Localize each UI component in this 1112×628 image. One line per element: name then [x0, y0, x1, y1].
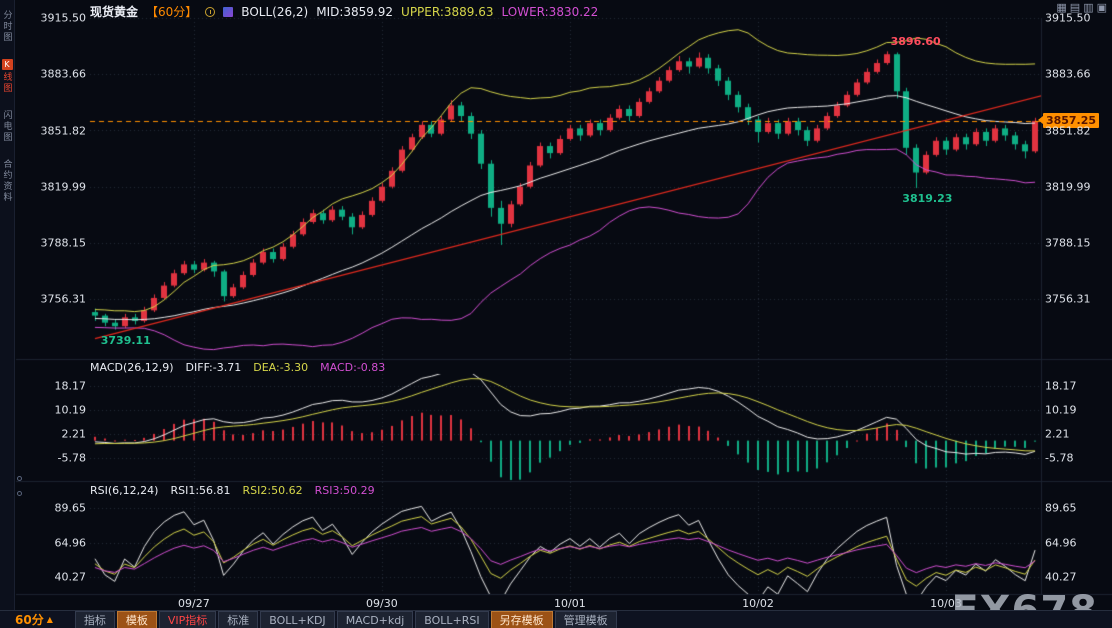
- bottom-toolbar: 60分 ▲ 指标 模板 VIP指标 标准 BOLL+KDJ MACD+kdj BOLL+RS…: [0, 610, 1112, 628]
- rsi2-value: RSI2:50.62: [242, 484, 303, 497]
- window-layout-controls: ▦ ▤ ▥ ▣: [1056, 1, 1107, 15]
- x-axis-date-label: 10/03: [930, 597, 962, 610]
- kline-badge-icon: K: [1, 59, 13, 70]
- rsi3-value: RSI3:50.29: [314, 484, 375, 497]
- layout-split-top-icon[interactable]: ▤: [1069, 1, 1081, 14]
- macd-axis-left-label: -5.78: [57, 451, 86, 465]
- price-axis-right-label: 3819.99: [1045, 180, 1091, 194]
- toolbar-tab-4[interactable]: 标准: [218, 611, 259, 628]
- boll-indicator-icon: [223, 6, 234, 17]
- price-axis-left-label: 3819.99: [40, 180, 87, 194]
- sidebar-tab-1[interactable]: 分时图: [1, 10, 14, 43]
- price-annotation: 3896.60: [890, 35, 941, 49]
- macd-diff-value: DIFF:-3.71: [185, 361, 242, 374]
- macd-axis-right-label: -5.78: [1045, 451, 1074, 465]
- price-axis-right-label: 3788.15: [1045, 236, 1091, 250]
- price-axis-right-label: 3756.31: [1045, 292, 1091, 306]
- clock-icon: [205, 6, 216, 17]
- toolbar-tabs: 指标 模板 VIP指标 标准 BOLL+KDJ MACD+kdj BOLL+RSI 另存模板管…: [74, 611, 619, 628]
- boll-lower-value: LOWER:3830.22: [501, 4, 599, 19]
- toolbar-tab-5[interactable]: BOLL+KDJ: [260, 611, 335, 628]
- rsi-axis-right-label: 40.27: [1045, 570, 1077, 584]
- price-annotation: 3739.11: [100, 333, 151, 347]
- price-axis-left-label: 3883.66: [40, 67, 87, 81]
- rsi-axis-left-label: 64.96: [54, 536, 87, 550]
- macd-axis-right-label: 10.19: [1045, 403, 1077, 417]
- rsi-name: RSI(6,12,24): [90, 484, 159, 497]
- toolbar-tab-6[interactable]: MACD+kdj: [336, 611, 414, 628]
- price-axis-left-label: 3915.50: [40, 11, 87, 25]
- symbol-name: 现货黄金: [90, 5, 139, 19]
- macd-axis-left-label: 10.19: [54, 403, 87, 417]
- sidebar-tab-3[interactable]: 闪电图: [1, 110, 14, 143]
- toolbar-tab-3[interactable]: VIP指标: [158, 611, 217, 628]
- price-axis-left-label: 3756.31: [40, 292, 87, 306]
- macd-macd-value: MACD:-0.83: [320, 361, 386, 374]
- x-axis-date-label: 09/27: [178, 597, 210, 610]
- sidebar-tab-label: 分时图: [1, 10, 12, 43]
- price-axis-right-label: 3883.66: [1045, 67, 1091, 81]
- macd-axis-left-label: 2.21: [61, 427, 87, 441]
- chart-header: 现货黄金 【60分】 BOLL(26,2) MID:3859.92 UPPER:…: [90, 3, 598, 20]
- boll-mid-value: MID:3859.92: [316, 4, 394, 19]
- rsi1-value: RSI1:56.81: [170, 484, 231, 497]
- rsi-axis-right-label: 64.96: [1045, 536, 1077, 550]
- toolbar-tab-7[interactable]: BOLL+RSI: [415, 611, 489, 628]
- x-axis-date-label: 09/30: [366, 597, 398, 610]
- x-axis-date-label: 10/01: [554, 597, 586, 610]
- sidebar-tab-4[interactable]: 合约资料: [1, 159, 14, 203]
- layout-single-icon[interactable]: ▣: [1096, 1, 1107, 14]
- rsi-axis-left-label: 40.27: [54, 570, 87, 584]
- macd-axis-right-label: 18.17: [1045, 379, 1077, 393]
- period-label: 【60分】: [146, 5, 198, 19]
- x-axis-date-label: 10/02: [742, 597, 774, 610]
- macd-header: MACD(26,12,9) DIFF:-3.71 DEA:-3.30 MACD:…: [90, 361, 385, 374]
- last-price-badge: 3857.25: [1038, 112, 1099, 128]
- price-annotation: 3819.23: [902, 192, 953, 206]
- rsi-axis-right-label: 89.65: [1045, 501, 1077, 515]
- price-axis-left-label: 3851.82: [40, 124, 87, 137]
- rsi-axis-left-label: 89.65: [54, 501, 87, 515]
- sidebar: 分时图 K 线图闪电图合约资料: [0, 0, 15, 628]
- layout-split-side-icon[interactable]: ▥: [1083, 1, 1094, 14]
- sidebar-tab-label: 闪电图: [1, 110, 12, 143]
- rsi-header: RSI(6,12,24) RSI1:56.81 RSI2:50.62 RSI3:…: [90, 484, 375, 497]
- panel-toggle-icon[interactable]: [17, 491, 22, 496]
- sidebar-tab-2[interactable]: K 线图: [1, 59, 14, 94]
- sidebar-tab-label: 线图: [1, 72, 12, 94]
- boll-label: BOLL(26,2): [241, 4, 309, 19]
- macd-axis-right-label: 2.21: [1045, 427, 1070, 441]
- toolbar-tab-8[interactable]: 另存模板: [490, 611, 553, 628]
- sidebar-tab-label: 合约资料: [1, 159, 12, 203]
- period-selector[interactable]: 60分: [15, 613, 44, 627]
- toolbar-tab-9[interactable]: 管理模板: [554, 611, 617, 628]
- layout-grid-icon[interactable]: ▦: [1056, 1, 1067, 14]
- price-axis-right-label: 3915.50: [1045, 11, 1091, 25]
- price-axis-right-label: 3851.82: [1045, 124, 1091, 137]
- toolbar-tab-1[interactable]: 指标: [74, 611, 115, 628]
- boll-upper-value: UPPER:3889.63: [401, 4, 494, 19]
- macd-axis-left-label: 18.17: [54, 379, 87, 393]
- toolbar-tab-2[interactable]: 模板: [116, 611, 157, 628]
- macd-name: MACD(26,12,9): [90, 361, 174, 374]
- macd-dea-value: DEA:-3.30: [253, 361, 309, 374]
- price-axis-left-label: 3788.15: [40, 236, 87, 250]
- period-arrow-icon: ▲: [46, 615, 53, 624]
- panel-toggle-icon[interactable]: [17, 476, 22, 481]
